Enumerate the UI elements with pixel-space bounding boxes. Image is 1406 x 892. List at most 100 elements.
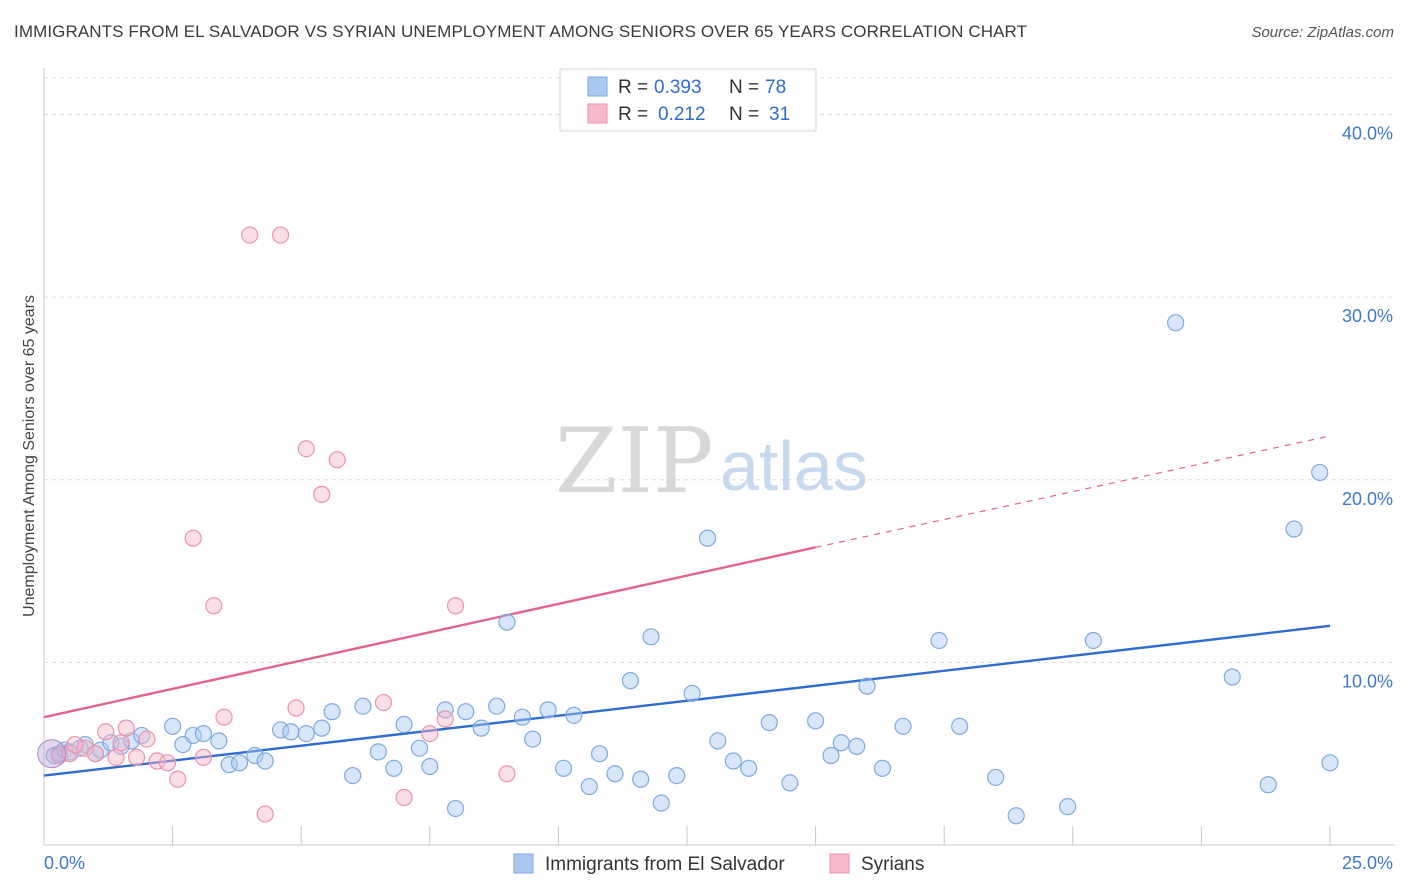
point-syrians-27 [446, 597, 465, 615]
point-el-salvador-40 [524, 730, 542, 748]
legend-n-label-1: N = [729, 77, 759, 98]
point-syrians-7 [127, 748, 146, 766]
point-syrians-4 [97, 723, 115, 741]
point-el-salvador-74 [1259, 776, 1277, 794]
point-el-salvador-30 [395, 715, 413, 734]
point-syrians-19 [287, 699, 305, 717]
legend-r-label-2: R = [618, 104, 648, 125]
legend-n-value-2: 31 [769, 104, 790, 125]
point-el-salvador-72 [1167, 314, 1185, 332]
point-syrians-6 [117, 719, 135, 737]
point-el-salvador-20 [256, 752, 274, 770]
bottom-legend: Immigrants from El Salvador Syrians [513, 853, 924, 875]
axes [43, 68, 1395, 846]
point-syrians-25 [421, 725, 439, 743]
point-syrians-10 [158, 754, 177, 772]
point-el-salvador-22 [282, 723, 300, 741]
grid [44, 77, 1395, 663]
point-el-salvador-24 [313, 719, 331, 737]
point-el-salvador-67 [951, 717, 969, 735]
point-el-salvador-37 [488, 697, 506, 715]
point-el-salvador-23 [297, 725, 315, 743]
source-label: Source: ZipAtlas.com [1251, 24, 1394, 41]
point-el-salvador-55 [724, 752, 742, 770]
point-el-salvador-42 [554, 759, 573, 777]
point-el-salvador-58 [781, 774, 799, 792]
legend-n-value-1: 78 [765, 77, 786, 98]
x-tick-label-1: 25.0% [1342, 853, 1393, 873]
legend: R = 0.393 N = 78 R = 0.212 N = 31 [559, 68, 817, 132]
point-el-salvador-44 [580, 777, 598, 796]
legend-r-label-1: R = [618, 77, 648, 98]
point-el-salvador-31 [410, 739, 429, 757]
point-el-salvador-76 [1311, 463, 1329, 482]
trend-el-salvador [43, 624, 1331, 777]
watermark-atlas: atlas [720, 427, 868, 505]
point-el-salvador-52 [683, 684, 701, 703]
point-el-salvador-36 [472, 719, 490, 737]
point-el-salvador-33 [436, 701, 454, 719]
y-tick-label-1: 20.0% [1342, 489, 1393, 509]
point-syrians-8 [138, 730, 156, 748]
point-syrians-24 [395, 788, 413, 807]
y-tick-label-2: 30.0% [1342, 306, 1393, 326]
point-syrians-28 [498, 765, 516, 783]
point-el-salvador-38 [498, 613, 516, 631]
point-el-salvador-18 [230, 754, 249, 772]
point-el-salvador-70 [1059, 798, 1077, 816]
point-syrians-14 [205, 597, 223, 615]
point-el-salvador-19 [246, 746, 264, 765]
point-el-salvador-25 [323, 703, 341, 721]
watermark: ZIP atlas [555, 409, 868, 514]
point-el-salvador-48 [632, 770, 650, 788]
point-el-salvador-61 [832, 734, 850, 752]
point-syrians-29 [66, 735, 84, 754]
point-syrians-11 [169, 770, 187, 788]
point-syrians-16 [241, 226, 259, 244]
point-el-salvador-66 [930, 631, 948, 650]
bottom-legend-label-el-salvador: Immigrants from El Salvador [545, 854, 785, 875]
point-el-salvador-56 [740, 759, 758, 777]
point-syrians-18 [272, 226, 290, 244]
legend-r-value-1: 0.393 [654, 77, 702, 98]
bottom-legend-label-syrians: Syrians [861, 854, 924, 875]
point-el-salvador-50 [652, 794, 670, 812]
point-el-salvador-64 [873, 759, 892, 777]
point-syrians-22 [328, 451, 346, 469]
y-tick-label-0: 10.0% [1342, 671, 1393, 691]
point-cluster-origin [37, 739, 67, 769]
point-el-salvador-69 [1007, 807, 1025, 825]
legend-swatch-el-salvador [587, 76, 608, 97]
trend-lines [43, 435, 1331, 777]
point-syrians-30 [112, 734, 130, 752]
point-syrians-26 [436, 710, 454, 728]
point-el-salvador-59 [806, 712, 825, 730]
point-el-salvador-71 [1084, 631, 1102, 650]
point-el-salvador-49 [642, 628, 660, 646]
point-el-salvador-15 [194, 725, 213, 743]
point-el-salvador-26 [344, 767, 362, 785]
point-el-salvador-45 [590, 745, 609, 763]
point-syrians-5 [107, 748, 125, 766]
bottom-legend-swatch-syrians [829, 853, 850, 874]
trend-syrians [43, 546, 816, 719]
point-el-salvador-73 [1223, 668, 1241, 686]
point-syrians-3 [86, 745, 105, 763]
point-syrians-21 [313, 485, 331, 503]
point-syrians-20 [297, 440, 315, 458]
point-el-salvador-43 [565, 706, 583, 724]
point-el-salvador-39 [513, 708, 531, 726]
point-syrians-12 [184, 529, 202, 547]
point-el-salvador-57 [760, 714, 778, 732]
point-syrians-1 [61, 745, 79, 763]
point-syrians-23 [374, 693, 393, 712]
point-el-salvador-53 [698, 529, 717, 547]
legend-n-label-2: N = [729, 104, 759, 125]
y-axis-label: Unemployment Among Seniors over 65 years [21, 295, 38, 617]
chart-title: IMMIGRANTS FROM EL SALVADOR VS SYRIAN UN… [14, 22, 1028, 41]
y-tick-label-3: 40.0% [1342, 124, 1393, 144]
watermark-zip: ZIP [555, 409, 714, 514]
y-tick-labels: 10.0% 20.0% 30.0% 40.0% [1342, 124, 1393, 692]
point-syrians-13 [194, 748, 213, 766]
data-points [37, 226, 1339, 825]
